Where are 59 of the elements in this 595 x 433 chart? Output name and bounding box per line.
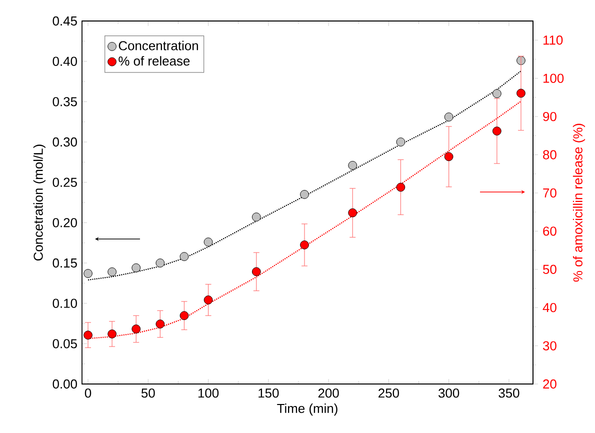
y-tick-label: 0.25 xyxy=(52,178,77,187)
y-tick-label: 0.45 xyxy=(52,16,77,26)
point xyxy=(156,258,165,268)
y-tick-label: 0.30 xyxy=(52,137,77,147)
point xyxy=(180,252,189,261)
point xyxy=(252,212,261,222)
legend-label: Concentration xyxy=(118,40,198,50)
y2-tick-label: 40 xyxy=(542,302,556,312)
point xyxy=(180,311,189,320)
x-tick-label: 100 xyxy=(198,388,219,398)
point xyxy=(396,138,406,146)
y2-tick-label: 90 xyxy=(543,112,556,122)
point xyxy=(84,269,92,278)
point xyxy=(444,152,454,162)
y-tick-label: 0.20 xyxy=(52,218,77,228)
y2-tick-label: 20 xyxy=(543,379,556,389)
y2-tick-label: 100 xyxy=(543,74,564,83)
point xyxy=(300,190,309,199)
y-tick-label: 0.15 xyxy=(52,258,77,268)
point xyxy=(348,160,358,170)
point xyxy=(516,88,526,98)
point xyxy=(444,112,454,122)
x-tick-label: 250 xyxy=(378,388,399,398)
y-tick-label: 0.40 xyxy=(52,56,77,66)
y2-tick-label: 80 xyxy=(543,150,556,160)
point xyxy=(204,296,213,304)
y-tick-label: 0.00 xyxy=(52,379,77,389)
y-tick-label: 0.10 xyxy=(52,298,77,308)
point xyxy=(84,330,92,340)
point xyxy=(492,126,502,136)
point xyxy=(108,267,116,276)
y2-tick-label: 30 xyxy=(543,341,556,350)
y-tick-label: 0.05 xyxy=(52,339,77,348)
x-axis-title: Time (min) xyxy=(277,404,338,416)
y2-tick-label: 70 xyxy=(543,188,556,198)
x-tick-label: 150 xyxy=(258,388,279,398)
point xyxy=(132,324,141,334)
x-tick-label: 50 xyxy=(141,388,155,398)
y-axis-title: Concetration (mol/L) xyxy=(33,144,46,261)
x-tick-label: 350 xyxy=(498,388,520,398)
x-tick-label: 0 xyxy=(84,388,92,398)
point xyxy=(156,320,165,328)
y2-tick-label: 60 xyxy=(543,226,556,236)
legend-label: % of release xyxy=(118,56,190,66)
point xyxy=(396,182,406,192)
y2-tick-label: 50 xyxy=(543,264,556,274)
y2-axis-title: % of amoxicillin release (%) xyxy=(572,124,586,282)
y2-tick-label: 110 xyxy=(543,36,563,45)
point xyxy=(300,240,309,250)
x-tick-label: 300 xyxy=(438,388,460,398)
y-tick-label: 0.35 xyxy=(52,97,77,106)
point xyxy=(108,330,116,338)
point xyxy=(204,238,213,246)
point xyxy=(252,267,261,276)
line-series xyxy=(87,70,522,280)
point xyxy=(348,208,358,218)
point xyxy=(492,89,502,98)
point xyxy=(132,263,141,272)
x-tick-label: 200 xyxy=(318,388,339,398)
